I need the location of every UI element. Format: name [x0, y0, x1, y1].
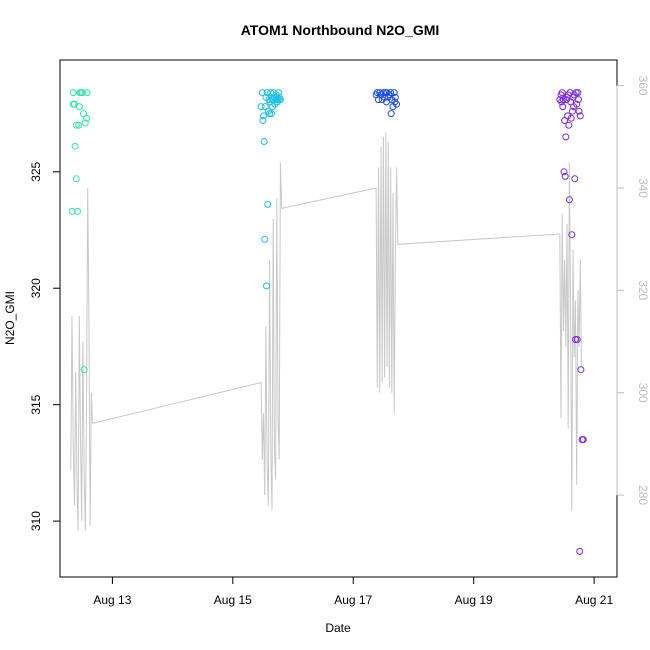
x-axis-label: Date [325, 621, 351, 635]
data-point [561, 172, 569, 180]
x-tick-label: Aug 17 [334, 593, 372, 607]
data-point [568, 231, 576, 239]
data-point [269, 103, 277, 111]
chart-title: ATOM1 Northbound N2O_GMI [241, 22, 440, 38]
y-axis-right: 280 300 320 340 360 [616, 76, 650, 505]
data-point [576, 547, 584, 555]
data-point [72, 175, 80, 183]
data-point [74, 207, 81, 215]
data-point [387, 89, 395, 97]
plot-area-frame [59, 59, 618, 578]
y-axis-left: 310 315 320 325 [29, 161, 61, 531]
data-point [576, 112, 584, 120]
x-tick-label: Aug 19 [455, 593, 493, 607]
data-point [69, 89, 77, 97]
data-point [573, 100, 581, 108]
x-tick-label: Aug 15 [214, 593, 252, 607]
y2-tick-label: 340 [636, 178, 650, 198]
data-point [575, 96, 582, 104]
data-point [571, 175, 579, 183]
series-line [70, 131, 582, 531]
data-point [574, 89, 582, 97]
data-point [567, 114, 575, 122]
data-point [565, 196, 573, 204]
data-point [260, 138, 268, 145]
data-layer [68, 89, 587, 555]
data-point [383, 89, 391, 97]
data-point [378, 96, 386, 104]
x-axis: Aug 13 Aug 15 Aug 17 Aug 19 Aug 21 [93, 576, 613, 607]
data-point [579, 436, 587, 444]
data-point [390, 89, 398, 97]
data-point [389, 103, 397, 111]
data-point [391, 93, 399, 101]
data-point [263, 282, 270, 290]
data-point [263, 89, 271, 97]
data-point [564, 112, 572, 120]
data-point [264, 200, 272, 208]
data-point [391, 98, 399, 106]
data-point [562, 133, 570, 141]
data-point [387, 110, 395, 118]
data-point [267, 110, 275, 118]
y2-tick-label: 360 [636, 76, 650, 96]
data-point [72, 121, 80, 129]
y-tick-label: 310 [29, 511, 43, 531]
data-point [270, 89, 278, 97]
data-point [556, 96, 564, 104]
data-point [393, 100, 401, 108]
data-point [575, 107, 583, 115]
data-point [75, 103, 83, 111]
data-point [379, 89, 387, 97]
data-point [559, 103, 567, 111]
data-point [83, 89, 91, 97]
data-point [570, 91, 578, 99]
x-tick-label: Aug 21 [575, 593, 613, 607]
data-point [80, 366, 88, 374]
data-point [275, 89, 283, 97]
data-point [259, 117, 267, 124]
data-point [558, 89, 566, 97]
data-point [573, 336, 581, 343]
y-tick-label: 320 [29, 278, 43, 298]
y2-tick-label: 280 [636, 485, 650, 505]
y-tick-label: 325 [29, 161, 43, 181]
data-point [261, 235, 269, 243]
data-point [258, 89, 266, 97]
data-point [276, 96, 284, 104]
y2-tick-label: 320 [636, 280, 650, 300]
data-point [257, 103, 265, 111]
data-point [71, 142, 79, 150]
data-point [260, 112, 267, 120]
data-point [75, 121, 83, 129]
y2-tick-label: 300 [636, 383, 650, 403]
y-axis-label: N2O_GMI [3, 291, 17, 345]
data-point [565, 121, 573, 129]
data-point [78, 89, 86, 97]
data-point [83, 114, 90, 122]
data-point [81, 119, 89, 127]
data-point [560, 168, 568, 176]
y-tick-label: 315 [29, 394, 43, 414]
x-tick-label: Aug 13 [93, 593, 131, 607]
data-point [559, 96, 567, 104]
data-point [577, 366, 585, 374]
data-point [568, 107, 576, 115]
